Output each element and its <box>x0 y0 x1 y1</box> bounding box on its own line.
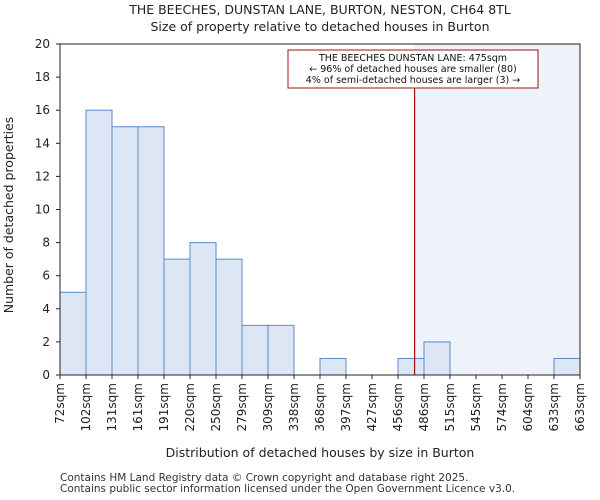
annotation-line-2: ← 96% of detached houses are smaller (80… <box>309 64 516 75</box>
x-tick-label: 102sqm <box>79 383 93 431</box>
bar-279sqm <box>241 324 269 376</box>
chart-subtitle: Size of property relative to detached ho… <box>150 19 489 34</box>
bar-102sqm <box>85 109 113 376</box>
x-tick-label: 427sqm <box>365 383 379 431</box>
x-axis-label: Distribution of detached houses by size … <box>166 445 475 460</box>
y-tick-label: 18 <box>35 70 50 84</box>
bar-456sqm <box>397 357 425 376</box>
x-tick-label: 574sqm <box>495 383 509 431</box>
bar-250sqm <box>215 258 243 376</box>
chart-title: THE BEECHES, DUNSTAN LANE, BURTON, NESTO… <box>128 2 511 17</box>
bar-72sqm <box>59 291 87 376</box>
bar-131sqm <box>111 126 139 376</box>
annotation-line-1: THE BEECHES DUNSTAN LANE: 475sqm <box>318 53 507 64</box>
y-tick-label: 0 <box>42 368 50 382</box>
x-tick-label: 515sqm <box>443 383 457 431</box>
x-tick-label: 72sqm <box>53 383 67 424</box>
x-tick-label: 397sqm <box>339 383 353 431</box>
annotation-box: THE BEECHES DUNSTAN LANE: 475sqm ← 96% o… <box>287 49 539 89</box>
x-tick-label: 309sqm <box>261 383 275 431</box>
x-tick-label: 279sqm <box>235 383 249 431</box>
x-tick-label: 131sqm <box>105 383 119 431</box>
y-axis-label: Number of detached properties <box>1 117 16 314</box>
footer-line-1: Contains HM Land Registry data © Crown c… <box>60 472 469 484</box>
x-tick-label: 633sqm <box>547 383 561 431</box>
x-tick-label: 545sqm <box>469 383 483 431</box>
y-tick-label: 6 <box>42 269 50 283</box>
bar-633sqm <box>553 357 581 376</box>
bar-191sqm <box>163 258 191 376</box>
bar-309sqm <box>267 324 295 376</box>
x-tick-label: 250sqm <box>209 383 223 431</box>
larger-region-shade <box>414 44 580 375</box>
x-tick-label: 663sqm <box>573 383 587 431</box>
y-tick-label: 14 <box>35 136 50 150</box>
x-tick-label: 604sqm <box>521 383 535 431</box>
y-tick-label: 12 <box>35 169 50 183</box>
x-tick-label: 368sqm <box>313 383 327 431</box>
annotation-frame <box>287 49 539 89</box>
y-tick-label: 2 <box>42 335 50 349</box>
x-tick-label: 456sqm <box>391 383 405 431</box>
y-tick-label: 10 <box>35 203 50 217</box>
annotation-line-3: 4% of semi-detached houses are larger (3… <box>306 75 520 86</box>
y-tick-label: 8 <box>42 236 50 250</box>
x-tick-label: 486sqm <box>417 383 431 431</box>
x-tick-label: 191sqm <box>157 383 171 431</box>
y-tick-label: 4 <box>42 302 50 316</box>
y-tick-label: 16 <box>35 103 50 117</box>
x-tick-label: 338sqm <box>287 383 301 431</box>
x-tick-label: 161sqm <box>131 383 145 431</box>
bar-220sqm <box>189 242 217 376</box>
bar-161sqm <box>137 126 165 376</box>
bar-486sqm <box>423 341 451 376</box>
x-tick-label: 220sqm <box>183 383 197 431</box>
y-tick-label: 20 <box>35 37 50 51</box>
bar-368sqm <box>319 357 347 376</box>
footer-line-2: Contains public sector information licen… <box>60 483 516 495</box>
